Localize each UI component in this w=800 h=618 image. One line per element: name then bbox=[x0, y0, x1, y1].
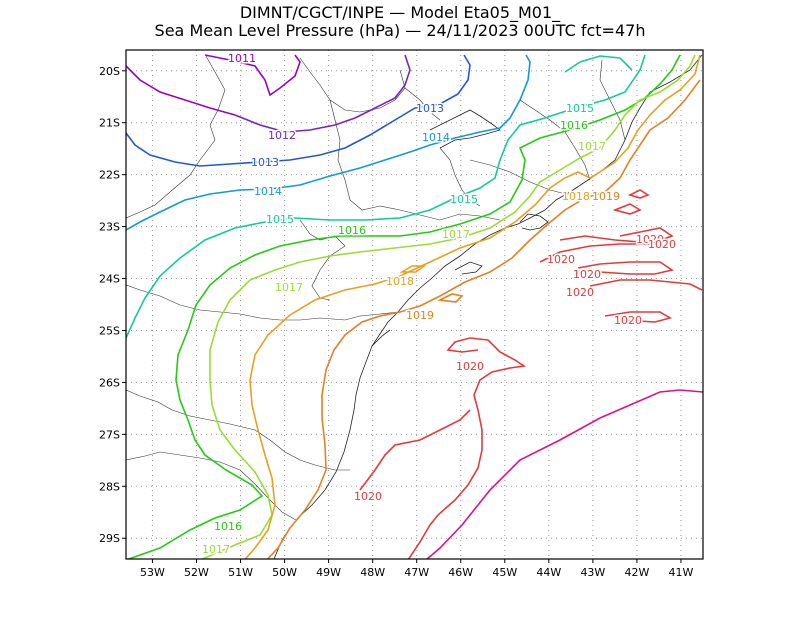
lon-tick-label: 42W bbox=[624, 566, 649, 579]
plot-frame bbox=[125, 49, 704, 560]
isobar-label: 1014 bbox=[254, 185, 282, 198]
isobar-label: 1018 bbox=[386, 275, 414, 288]
state-borders bbox=[126, 55, 626, 521]
lon-tick-label: 49W bbox=[316, 566, 341, 579]
isobar-label: 1020 bbox=[456, 360, 484, 373]
isobar-label: 1016 bbox=[560, 119, 588, 132]
isobars bbox=[126, 54, 703, 559]
isobar-label: 1015 bbox=[450, 193, 478, 206]
lat-axis: 20S 21S 22S 23S 24S 25S 26S 27S 28S 29S bbox=[99, 65, 126, 545]
lon-tick-label: 50W bbox=[272, 566, 297, 579]
lon-tick-label: 41W bbox=[669, 566, 694, 579]
isobar-label: 1020 bbox=[354, 490, 382, 503]
lon-tick-label: 47W bbox=[404, 566, 429, 579]
lon-tick-label: 43W bbox=[580, 566, 605, 579]
lon-tick-label: 48W bbox=[360, 566, 385, 579]
lon-tick-label: 44W bbox=[536, 566, 561, 579]
lon-axis: 53W 52W 51W 50W 49W 48W 47W 46W 45W 44W 43W 42W 41W bbox=[140, 559, 694, 579]
lat-tick-label: 29S bbox=[99, 532, 120, 545]
map-title: DIMNT/CGCT/INPE — Model Eta05_M01_ Sea M… bbox=[0, 4, 800, 40]
isobar-label: 1015 bbox=[566, 102, 594, 115]
isobar-label: 1013 bbox=[416, 102, 444, 115]
isobar-label: 1019 bbox=[592, 190, 620, 203]
lon-tick-label: 45W bbox=[492, 566, 517, 579]
isobar-label: 1020 bbox=[547, 253, 575, 266]
isobar-label: 1017 bbox=[442, 228, 470, 241]
isobar-label: 1020 bbox=[648, 238, 676, 251]
contour-labels: 1011 1012 1013 1013 1014 1014 1015 1015 1015 1016… bbox=[201, 51, 678, 558]
coastline bbox=[273, 54, 703, 559]
isobar-label: 1017 bbox=[202, 543, 230, 556]
lat-tick-label: 24S bbox=[99, 273, 120, 286]
lat-tick-label: 21S bbox=[99, 117, 120, 130]
isobar-label: 1020 bbox=[573, 268, 601, 281]
isobar-label: 1012 bbox=[268, 129, 296, 142]
isobar-label: 1020 bbox=[566, 286, 594, 299]
isobar-label: 1017 bbox=[578, 140, 606, 153]
lon-tick-label: 46W bbox=[448, 566, 473, 579]
title-line-1: DIMNT/CGCT/INPE — Model Eta05_M01_ bbox=[239, 3, 561, 22]
isobar-label: 1014 bbox=[422, 131, 450, 144]
isobar-label: 1017 bbox=[275, 281, 303, 294]
lat-tick-label: 26S bbox=[99, 376, 120, 389]
isobar-label: 1020 bbox=[614, 314, 642, 327]
lon-tick-label: 52W bbox=[184, 566, 209, 579]
lon-tick-label: 51W bbox=[228, 566, 253, 579]
isobar-label: 1011 bbox=[228, 52, 256, 65]
isobar-label: 1018 bbox=[562, 190, 590, 203]
lat-tick-label: 23S bbox=[99, 221, 120, 234]
isobar-label: 1015 bbox=[266, 213, 294, 226]
isobar-label: 1019 bbox=[406, 309, 434, 322]
isobar-label: 1016 bbox=[214, 520, 242, 533]
isobar-label: 1016 bbox=[338, 224, 366, 237]
title-line-2: Sea Mean Level Pressure (hPa) — 24/11/20… bbox=[154, 21, 646, 40]
lat-tick-label: 20S bbox=[99, 65, 120, 78]
lat-tick-label: 28S bbox=[99, 480, 120, 493]
gridlines bbox=[126, 50, 703, 559]
isobar-label: 1013 bbox=[251, 156, 279, 169]
isobar-label: 1020 bbox=[636, 233, 664, 246]
lat-tick-label: 22S bbox=[99, 169, 120, 182]
lat-tick-label: 25S bbox=[99, 324, 120, 337]
lon-tick-label: 53W bbox=[140, 566, 165, 579]
lat-tick-label: 27S bbox=[99, 428, 120, 441]
